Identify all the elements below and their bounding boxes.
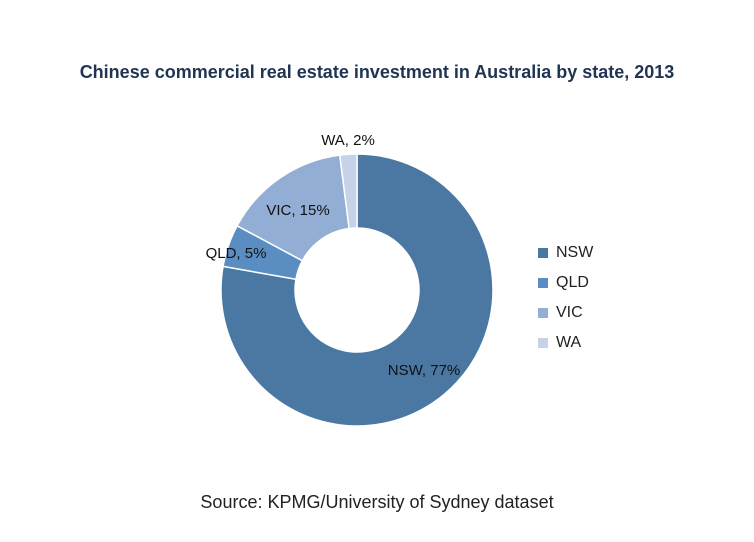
data-label-qld: QLD, 5% xyxy=(206,245,267,262)
legend-label: VIC xyxy=(556,304,583,321)
slice-wa xyxy=(338,153,358,230)
legend-label: WA xyxy=(556,334,582,351)
chart-title: Chinese commercial real estate investmen… xyxy=(79,62,675,82)
legend-swatch xyxy=(538,278,548,288)
legend-item-vic: VIC xyxy=(538,298,593,328)
legend-label: QLD xyxy=(556,274,589,291)
source-note: Source: KPMG/University of Sydney datase… xyxy=(200,492,554,512)
legend-item-qld: QLD xyxy=(538,268,593,298)
legend-swatch xyxy=(538,248,548,258)
slice-vic xyxy=(236,154,350,262)
data-label-vic: VIC, 15% xyxy=(266,202,329,219)
legend: NSW QLD VIC WA xyxy=(538,238,593,358)
legend-item-nsw: NSW xyxy=(538,238,593,268)
legend-item-wa: WA xyxy=(538,328,593,358)
legend-label: NSW xyxy=(556,244,594,261)
legend-swatch xyxy=(538,308,548,318)
data-label-nsw: NSW, 77% xyxy=(388,362,461,379)
legend-swatch xyxy=(538,338,548,348)
slice-nsw xyxy=(220,153,494,427)
data-label-wa: WA, 2% xyxy=(321,132,375,149)
